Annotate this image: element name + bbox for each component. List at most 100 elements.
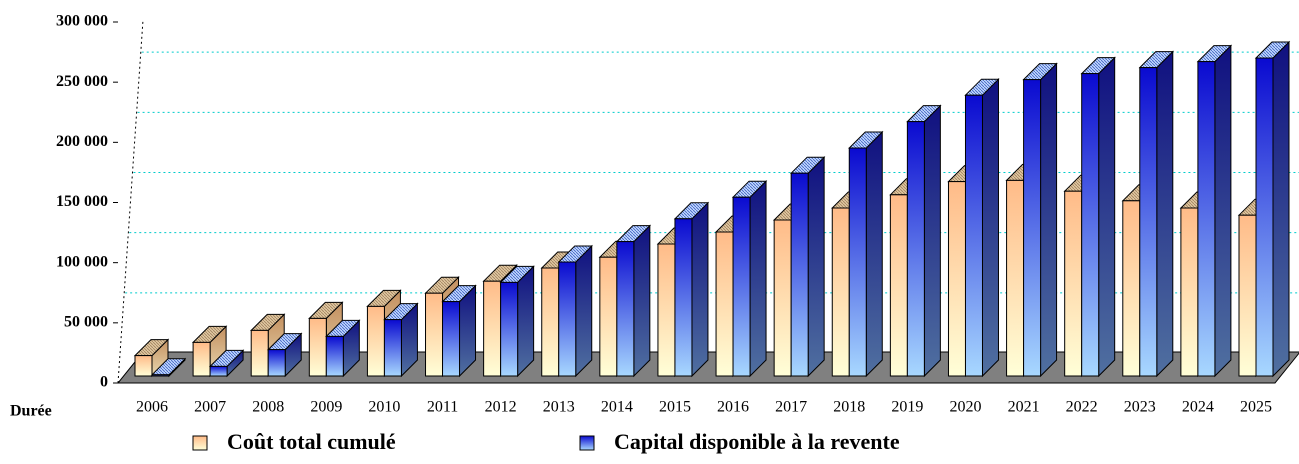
bar (1138, 50, 1174, 378)
bar-front (250, 329, 269, 377)
x-tick-label: 2013 (543, 399, 575, 416)
bar (267, 332, 303, 378)
legend-label: Capital disponible à la revente (614, 429, 900, 454)
x-tick-label: 2010 (368, 399, 400, 416)
bar-side (633, 224, 651, 378)
bar-front (425, 292, 444, 377)
x-tick-label: 2025 (1240, 399, 1272, 416)
x-tick-label: 2009 (310, 399, 342, 416)
bar-front (947, 181, 966, 377)
bar-side (1040, 62, 1058, 378)
bar (789, 155, 826, 378)
bar (557, 244, 593, 378)
legend-label: Coût total cumulé (227, 429, 396, 454)
bar-front (1023, 79, 1042, 377)
bar-front (1255, 57, 1274, 377)
bar-front (1197, 61, 1216, 377)
bar-front (732, 196, 751, 377)
bar-side (1214, 44, 1232, 378)
bar (1080, 56, 1116, 378)
bar-front (151, 374, 170, 377)
bar-front (1180, 207, 1199, 377)
bar (325, 319, 361, 378)
x-tick-label: 2016 (717, 399, 749, 416)
x-tick-label: 2023 (1124, 399, 1156, 416)
x-tick-label: 2014 (601, 399, 633, 416)
bar (906, 104, 942, 378)
bar (964, 77, 1000, 378)
bar-front (599, 256, 618, 377)
x-axis-label: Durée (10, 403, 52, 420)
x-tick-label: 2024 (1182, 399, 1214, 416)
x-tick-label: 2012 (485, 399, 517, 416)
bar-front (442, 301, 461, 377)
legend-swatch (192, 435, 208, 451)
y-tick-label: 100 000 (56, 253, 108, 270)
bar-side (575, 244, 593, 378)
bar (441, 284, 477, 378)
y-tick-label: 250 000 (56, 73, 108, 90)
bar-side (749, 179, 767, 378)
bar-front (773, 219, 792, 377)
bar-front (1006, 179, 1025, 377)
x-tick-label: 2007 (194, 399, 226, 416)
bar (1254, 40, 1291, 378)
x-tick-label: 2020 (949, 399, 981, 416)
bar-front (383, 319, 402, 377)
bar-front (1122, 200, 1141, 377)
bar-front (790, 172, 809, 377)
bar-front (715, 231, 734, 377)
bar-front (906, 121, 925, 377)
x-tick-label: 2015 (659, 399, 691, 416)
x-tick-label: 2006 (136, 399, 168, 416)
x-tick-label: 2017 (775, 399, 807, 416)
bar-side (923, 104, 941, 378)
bar-front (558, 261, 577, 377)
bar-front (616, 241, 635, 377)
bar-front (483, 280, 502, 377)
bar-front (657, 243, 676, 377)
bar (499, 265, 535, 378)
x-tick-label: 2022 (1066, 399, 1098, 416)
bar-side (517, 265, 535, 378)
bar (673, 201, 710, 378)
bar (150, 357, 187, 378)
bar-side (981, 77, 999, 378)
bar-side (1098, 56, 1116, 378)
bar-front (889, 194, 908, 377)
bar-front (1064, 190, 1083, 377)
bar-front (267, 349, 286, 377)
y-tick-label: 150 000 (56, 193, 108, 210)
legend-swatch (579, 435, 595, 451)
bar-front (674, 218, 693, 377)
bar (1022, 62, 1058, 378)
bar-side (865, 130, 883, 378)
bar-front (308, 317, 327, 377)
bar-front (192, 341, 211, 377)
bar (615, 224, 652, 378)
bar-front (1238, 214, 1257, 377)
y-tick-label: 0 (100, 374, 108, 391)
x-tick-label: 2021 (1008, 399, 1040, 416)
y-tick-label: 200 000 (56, 133, 108, 150)
bar (208, 349, 245, 378)
x-tick-label: 2008 (252, 399, 284, 416)
bar-front (1139, 67, 1158, 377)
bar-front (366, 305, 385, 377)
bar-front (964, 94, 983, 377)
x-tick-label: 2019 (891, 399, 923, 416)
bar (383, 302, 419, 378)
bar (731, 179, 768, 378)
y-tick-label: 50 000 (64, 314, 108, 331)
bar-front (134, 355, 153, 377)
bar-front (541, 267, 560, 377)
bar (848, 130, 884, 378)
y-tick-label: 300 000 (56, 13, 108, 30)
bar-side (807, 155, 825, 378)
axis-line (117, 19, 144, 384)
bar-side (1156, 50, 1174, 378)
bar (1196, 44, 1233, 378)
bar-front (1081, 73, 1100, 377)
bar-front (500, 281, 519, 377)
